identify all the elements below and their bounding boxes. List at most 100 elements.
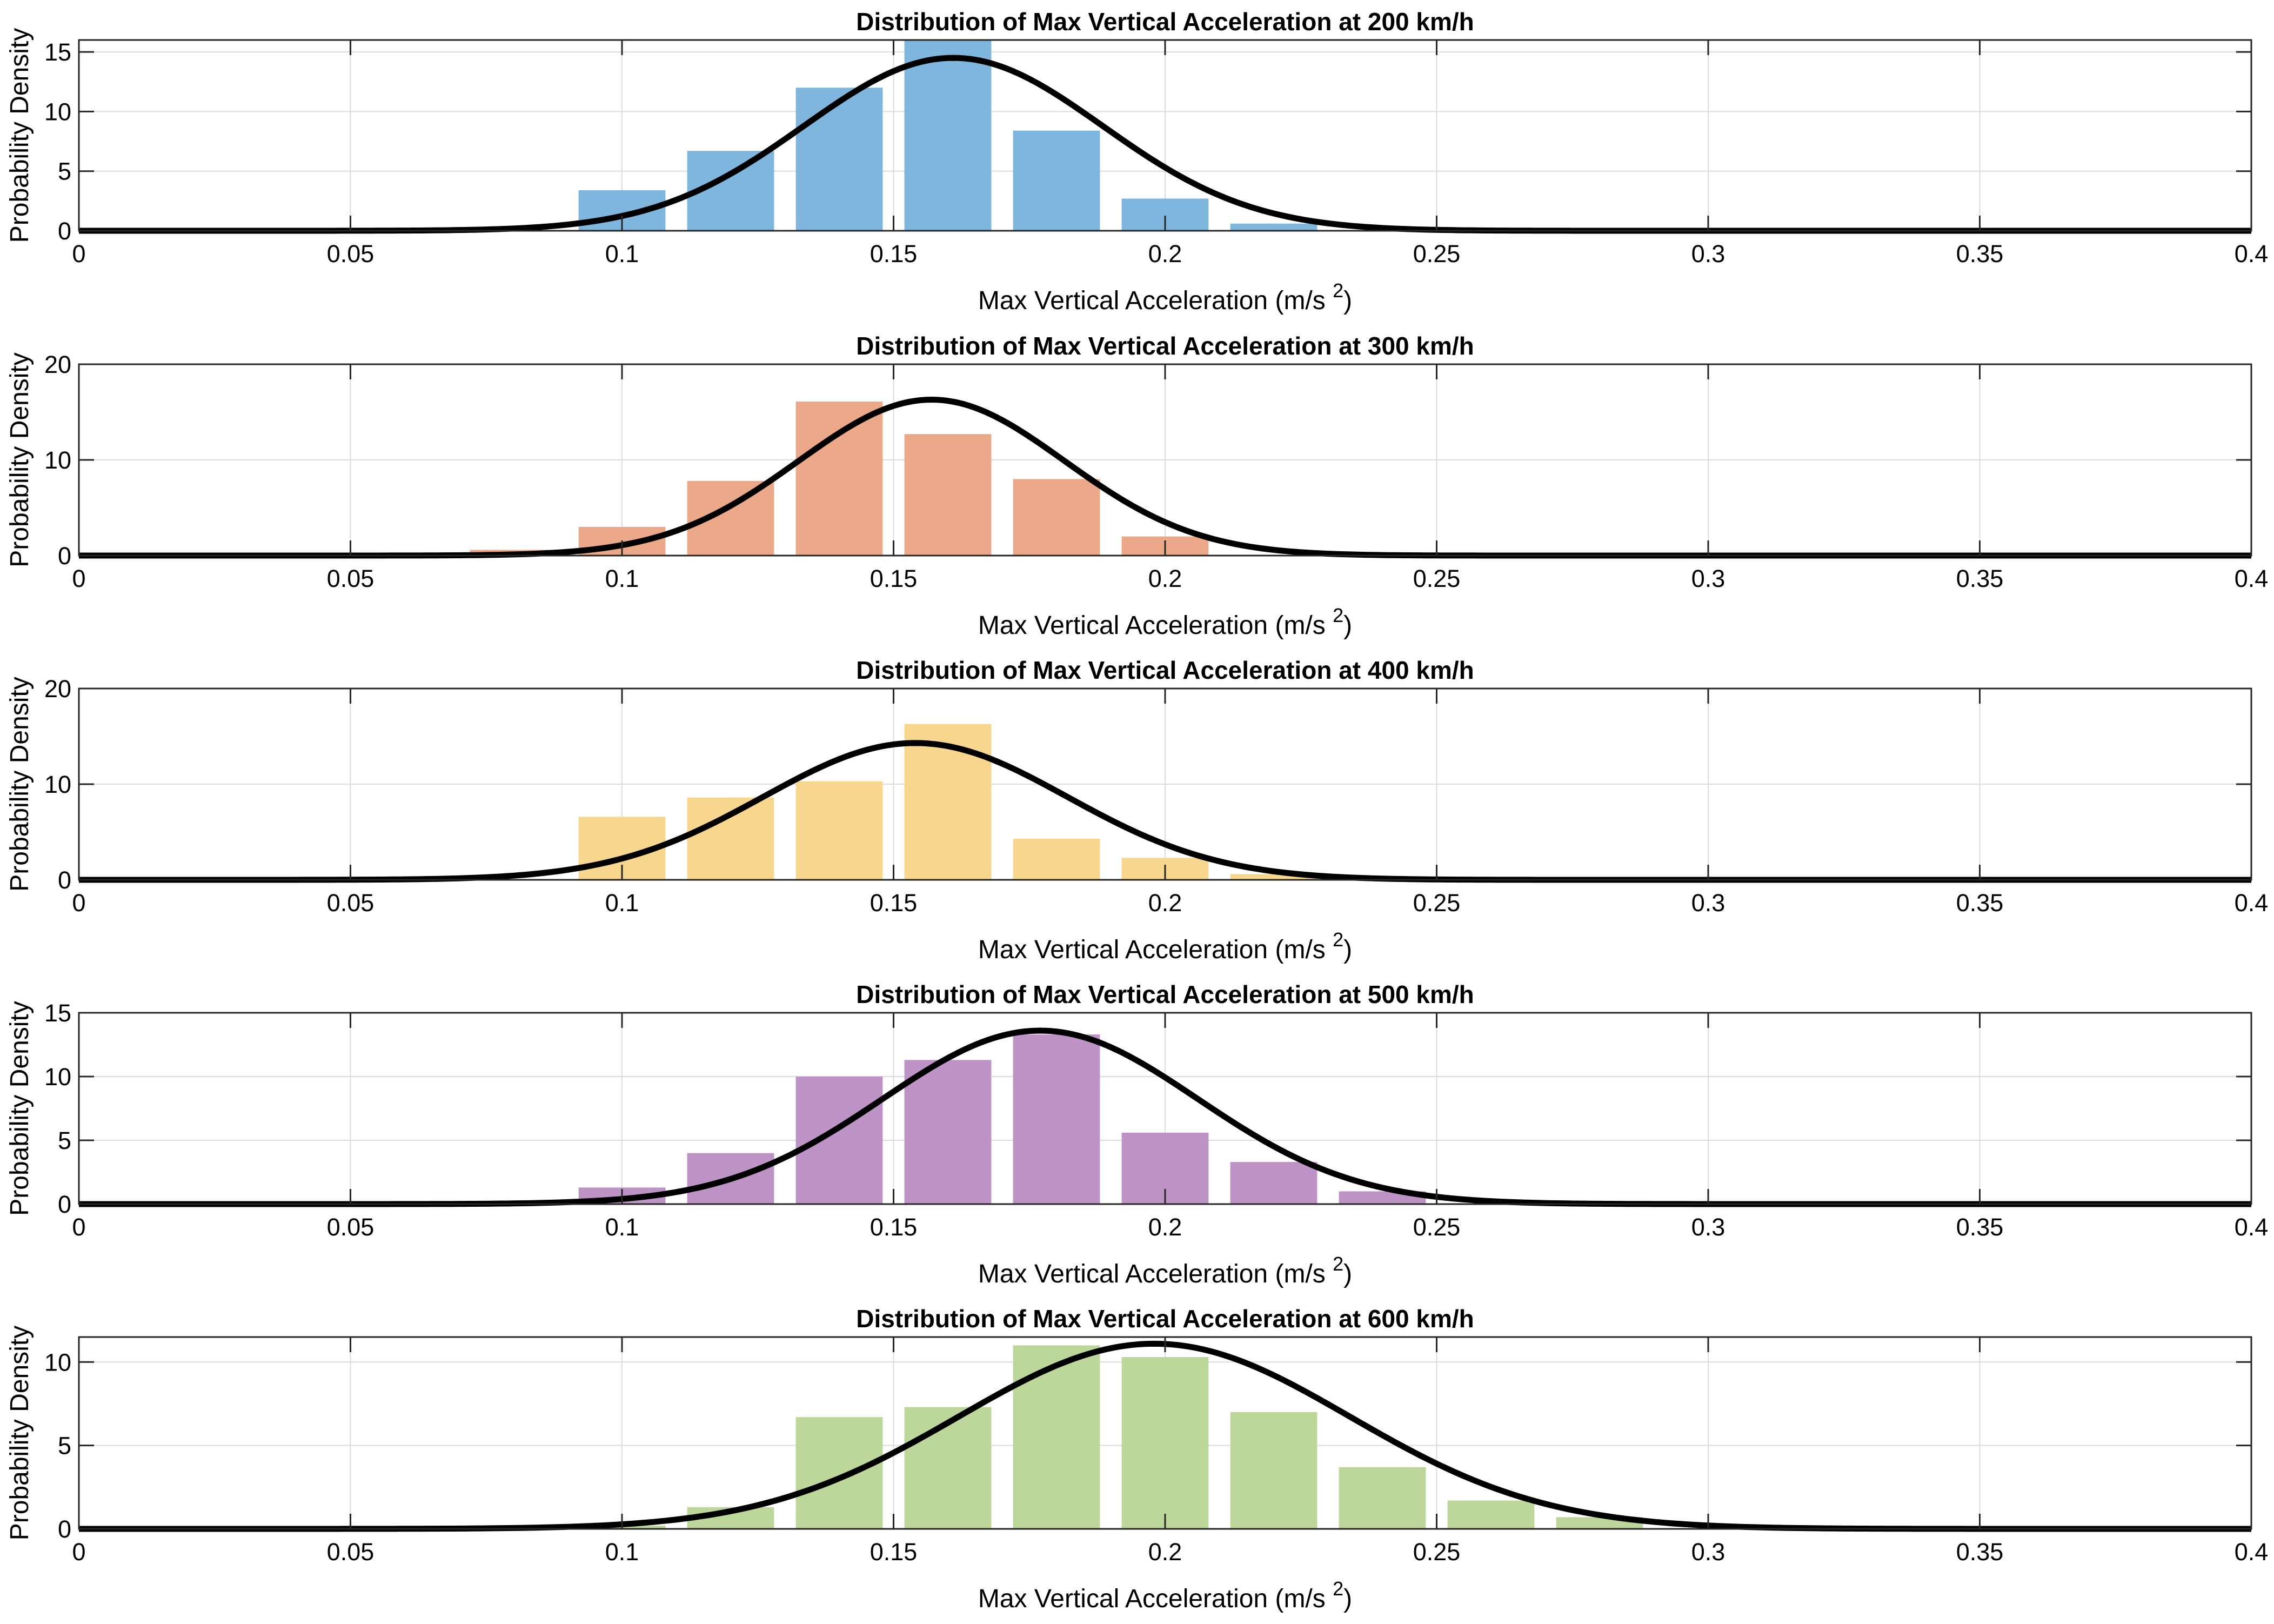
chart-4-ytick-label-1: 5 bbox=[58, 1127, 71, 1154]
chart-3-xtick-label-3: 0.15 bbox=[870, 889, 918, 917]
chart-1-ytick-label-2: 10 bbox=[44, 98, 71, 125]
chart-5-ytick-label-2: 10 bbox=[44, 1348, 71, 1376]
chart-4-xtick-label-1: 0.05 bbox=[327, 1213, 374, 1241]
chart-1-bar-4 bbox=[1013, 130, 1100, 231]
chart-1-xtick-label-0: 0 bbox=[72, 240, 85, 268]
chart-2-xtick-label-7: 0.35 bbox=[1956, 565, 2004, 592]
chart-4-xtick-label-3: 0.15 bbox=[870, 1213, 918, 1241]
chart-5-panel: 0 0.05 0.1 0.15 0.2 0.25 0.3 0.35 0.4 0 5 10 Distrib… bbox=[5, 1305, 2268, 1613]
chart-3-bar-2 bbox=[795, 781, 883, 880]
chart-4-xlabel: Max Vertical Acceleration (m/s 2) bbox=[978, 1253, 1352, 1288]
chart-1-xtick-label-8: 0.4 bbox=[2235, 240, 2269, 268]
chart-2-xtick-label-8: 0.4 bbox=[2235, 565, 2269, 592]
chart-1-title: Distribution of Max Vertical Acceleratio… bbox=[856, 8, 1474, 36]
chart-1-ytick-label-0: 0 bbox=[58, 217, 71, 245]
chart-2-ytick-label-2: 20 bbox=[44, 351, 71, 378]
chart-3-ytick-label-0: 0 bbox=[58, 866, 71, 894]
chart-2-xtick-label-5: 0.25 bbox=[1413, 565, 1461, 592]
chart-3-ylabel: Probability Density bbox=[5, 677, 34, 892]
chart-3-xtick-label-2: 0.1 bbox=[605, 889, 639, 917]
chart-4-bar-6 bbox=[1230, 1162, 1317, 1204]
chart-1-bar-6 bbox=[1230, 223, 1317, 231]
chart-2-xlabel-close: ) bbox=[1343, 611, 1352, 640]
chart-1-xtick-label-2: 0.1 bbox=[605, 240, 639, 268]
chart-1-panel: 0 0.05 0.1 0.15 0.2 0.25 0.3 0.35 0.4 0 5 10 15 Distr… bbox=[5, 8, 2268, 315]
chart-1-xtick-label-7: 0.35 bbox=[1956, 240, 2004, 268]
chart-3-bar-3 bbox=[904, 724, 992, 880]
chart-2-xtick-label-4: 0.2 bbox=[1148, 565, 1182, 592]
chart-3-xtick-label-4: 0.2 bbox=[1148, 889, 1182, 917]
chart-4-xtick-label-2: 0.1 bbox=[605, 1213, 639, 1241]
chart-1-xtick-label-3: 0.15 bbox=[870, 240, 918, 268]
chart-2-ylabel: Probability Density bbox=[5, 352, 34, 567]
chart-5-bar-7 bbox=[1339, 1467, 1426, 1529]
chart-4-xtick-label-7: 0.35 bbox=[1956, 1213, 2004, 1241]
chart-5-xtick-label-4: 0.2 bbox=[1148, 1538, 1182, 1566]
chart-1-bar-3 bbox=[904, 40, 992, 231]
chart-5-xlabel-close: ) bbox=[1343, 1585, 1352, 1613]
chart-2-title: Distribution of Max Vertical Acceleratio… bbox=[856, 332, 1474, 360]
chart-3-xtick-label-7: 0.35 bbox=[1956, 889, 2004, 917]
chart-2-ytick-label-0: 0 bbox=[58, 542, 71, 570]
chart-1-xtick-label-4: 0.2 bbox=[1148, 240, 1182, 268]
chart-5-xtick-label-8: 0.4 bbox=[2235, 1538, 2269, 1566]
chart-4-bar-2 bbox=[795, 1077, 883, 1204]
chart-3-ytick-label-1: 10 bbox=[44, 771, 71, 798]
chart-1-xlabel-close: ) bbox=[1343, 286, 1352, 315]
chart-3-xlabel: Max Vertical Acceleration (m/s 2) bbox=[978, 928, 1352, 964]
chart-3-xlabel-exponent: 2 bbox=[1333, 928, 1343, 951]
chart-4-panel: 0 0.05 0.1 0.15 0.2 0.25 0.3 0.35 0.4 0 5 10 15 Distr… bbox=[5, 980, 2268, 1288]
chart-2-ytick-label-1: 10 bbox=[44, 446, 71, 474]
chart-5-bar-3 bbox=[904, 1407, 992, 1529]
chart-3-xtick-label-8: 0.4 bbox=[2235, 889, 2269, 917]
chart-4-xtick-label-0: 0 bbox=[72, 1213, 85, 1241]
chart-5-bar-8 bbox=[1447, 1500, 1535, 1529]
chart-1-xlabel-main: Max Vertical Acceleration (m/s bbox=[978, 286, 1333, 315]
chart-4-title: Distribution of Max Vertical Acceleratio… bbox=[856, 980, 1474, 1008]
chart-5-xlabel: Max Vertical Acceleration (m/s 2) bbox=[978, 1578, 1352, 1613]
chart-2-xtick-label-3: 0.15 bbox=[870, 565, 918, 592]
chart-5-xlabel-main: Max Vertical Acceleration (m/s bbox=[978, 1585, 1333, 1613]
chart-5-bar-4 bbox=[1013, 1345, 1100, 1529]
chart-3-xlabel-main: Max Vertical Acceleration (m/s bbox=[978, 935, 1333, 964]
chart-5-bar-2 bbox=[795, 1417, 883, 1529]
chart-5-xtick-label-2: 0.1 bbox=[605, 1538, 639, 1566]
chart-2-bar-5 bbox=[1013, 479, 1100, 556]
chart-1-ytick-label-1: 5 bbox=[58, 158, 71, 185]
chart-1-xtick-label-5: 0.25 bbox=[1413, 240, 1461, 268]
chart-4-ytick-label-0: 0 bbox=[58, 1191, 71, 1218]
chart-4-xlabel-exponent: 2 bbox=[1333, 1253, 1343, 1275]
chart-4-bar-4 bbox=[1013, 1034, 1100, 1204]
chart-4-ytick-label-2: 10 bbox=[44, 1063, 71, 1091]
chart-5-bar-5 bbox=[1121, 1357, 1209, 1529]
chart-4-bar-3 bbox=[904, 1060, 992, 1204]
chart-2-xlabel: Max Vertical Acceleration (m/s 2) bbox=[978, 604, 1352, 640]
chart-5-xtick-label-1: 0.05 bbox=[327, 1538, 374, 1566]
chart-2-xlabel-main: Max Vertical Acceleration (m/s bbox=[978, 611, 1333, 640]
chart-5-ytick-label-1: 5 bbox=[58, 1432, 71, 1460]
chart-3-xtick-label-1: 0.05 bbox=[327, 889, 374, 917]
chart-3-xtick-label-5: 0.25 bbox=[1413, 889, 1461, 917]
chart-1-bar-2 bbox=[795, 88, 883, 231]
chart-3-title: Distribution of Max Vertical Acceleratio… bbox=[856, 656, 1474, 684]
chart-3-ytick-label-2: 20 bbox=[44, 675, 71, 703]
chart-2-bar-4 bbox=[904, 434, 992, 556]
chart-2-xtick-label-0: 0 bbox=[72, 565, 85, 592]
chart-5-xlabel-exponent: 2 bbox=[1333, 1578, 1343, 1600]
chart-1-xlabel-exponent: 2 bbox=[1333, 279, 1343, 302]
chart-3-xlabel-close: ) bbox=[1343, 935, 1352, 964]
chart-3-xtick-label-6: 0.3 bbox=[1691, 889, 1725, 917]
chart-5-title: Distribution of Max Vertical Acceleratio… bbox=[856, 1305, 1474, 1333]
chart-3-bar-4 bbox=[1013, 838, 1100, 880]
chart-5-xtick-label-6: 0.3 bbox=[1691, 1538, 1725, 1566]
chart-5-xtick-label-3: 0.15 bbox=[870, 1538, 918, 1566]
chart-5-xtick-label-0: 0 bbox=[72, 1538, 85, 1566]
chart-1-ytick-label-3: 15 bbox=[44, 38, 71, 66]
chart-3-bar-6 bbox=[1230, 874, 1317, 880]
chart-2-xtick-label-2: 0.1 bbox=[605, 565, 639, 592]
chart-1-xtick-label-6: 0.3 bbox=[1691, 240, 1725, 268]
chart-4-xlabel-main: Max Vertical Acceleration (m/s bbox=[978, 1260, 1333, 1288]
chart-4-xtick-label-5: 0.25 bbox=[1413, 1213, 1461, 1241]
chart-4-xtick-label-8: 0.4 bbox=[2235, 1213, 2269, 1241]
